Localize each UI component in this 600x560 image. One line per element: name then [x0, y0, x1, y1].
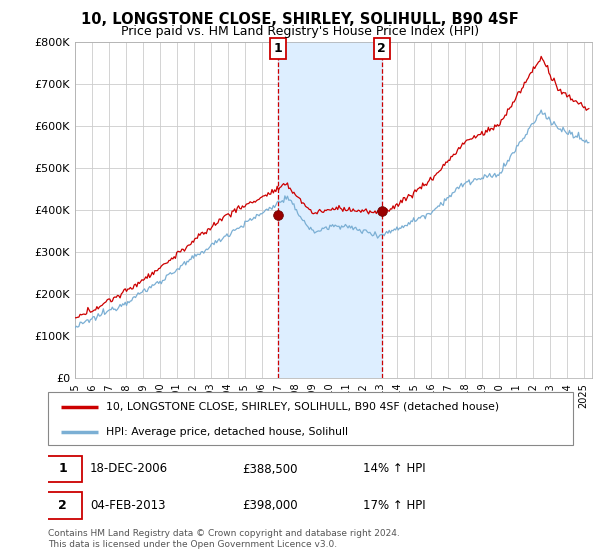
Text: 1: 1 [274, 42, 282, 55]
FancyBboxPatch shape [43, 492, 82, 519]
Bar [278, 42, 382, 378]
Text: HPI: Average price, detached house, Solihull: HPI: Average price, detached house, Soli… [106, 427, 348, 437]
Text: 18-DEC-2006: 18-DEC-2006 [90, 463, 168, 475]
Text: 10, LONGSTONE CLOSE, SHIRLEY, SOLIHULL, B90 4SF (detached house): 10, LONGSTONE CLOSE, SHIRLEY, SOLIHULL, … [106, 402, 499, 412]
Text: Price paid vs. HM Land Registry's House Price Index (HPI): Price paid vs. HM Land Registry's House … [121, 25, 479, 38]
Text: 14% ↑ HPI: 14% ↑ HPI [363, 463, 425, 475]
FancyBboxPatch shape [43, 456, 82, 482]
Text: 2: 2 [377, 42, 386, 55]
Text: 1: 1 [58, 463, 67, 475]
Text: 04-FEB-2013: 04-FEB-2013 [90, 499, 166, 512]
Text: 10, LONGSTONE CLOSE, SHIRLEY, SOLIHULL, B90 4SF: 10, LONGSTONE CLOSE, SHIRLEY, SOLIHULL, … [81, 12, 519, 27]
Text: 17% ↑ HPI: 17% ↑ HPI [363, 499, 425, 512]
FancyBboxPatch shape [48, 392, 573, 445]
Text: Contains HM Land Registry data © Crown copyright and database right 2024.
This d: Contains HM Land Registry data © Crown c… [48, 529, 400, 549]
Text: £398,000: £398,000 [242, 499, 298, 512]
Text: 2: 2 [58, 499, 67, 512]
Text: £388,500: £388,500 [242, 463, 298, 475]
